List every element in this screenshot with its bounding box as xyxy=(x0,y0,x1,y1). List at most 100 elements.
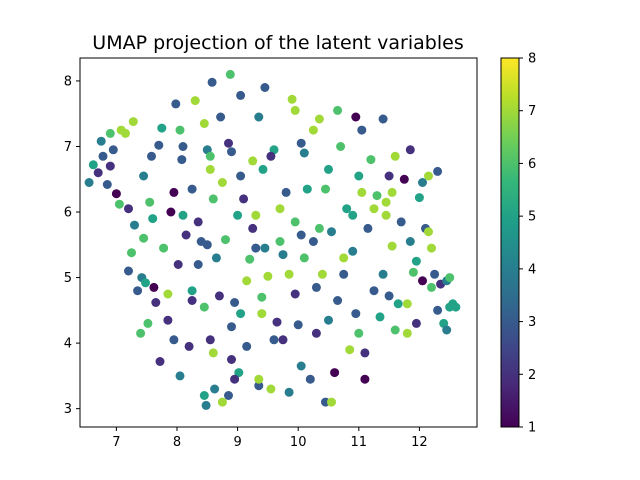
scatter-point xyxy=(242,276,252,286)
scatter-point xyxy=(254,112,264,122)
y-tick-label: 6 xyxy=(64,206,72,221)
chart-title: UMAP projection of the latent variables xyxy=(92,32,463,54)
scatter-point xyxy=(111,189,121,199)
scatter-point xyxy=(378,114,388,124)
scatter-point xyxy=(427,243,436,253)
scatter-point xyxy=(399,174,409,184)
scatter-point xyxy=(369,286,379,296)
plot-area: 7 8 9 10 11 12 3 4 5 6 7 8 xyxy=(64,57,478,450)
scatter-point xyxy=(384,291,394,301)
scatter-point xyxy=(199,119,209,128)
scatter-point xyxy=(251,210,261,220)
scatter-point xyxy=(163,315,173,325)
scatter-point xyxy=(147,151,156,161)
scatter-point xyxy=(173,260,183,269)
scatter-point xyxy=(411,256,421,266)
scatter-point xyxy=(411,318,421,328)
scatter-point xyxy=(405,145,415,155)
scatter-point xyxy=(384,171,394,181)
scatter-point xyxy=(418,276,427,286)
scatter-point xyxy=(199,302,209,312)
scatter-point xyxy=(278,250,288,260)
scatter-point xyxy=(178,210,188,220)
scatter-point xyxy=(211,253,221,263)
scatter-point xyxy=(187,184,197,194)
scatter-point xyxy=(163,289,173,299)
x-tick-label: 12 xyxy=(411,435,428,450)
scatter-point xyxy=(418,178,427,187)
scatter-point xyxy=(314,223,324,233)
scatter-point xyxy=(148,214,158,224)
scatter-point xyxy=(263,271,273,281)
scatter-point xyxy=(442,325,452,335)
scatter-point xyxy=(236,171,246,181)
scatter-point xyxy=(269,335,279,345)
scatter-point xyxy=(105,161,115,171)
scatter-point xyxy=(260,243,270,253)
scatter-point xyxy=(308,125,318,135)
scatter-point xyxy=(290,105,300,115)
scatter-point xyxy=(351,309,361,319)
scatter-point xyxy=(201,400,211,410)
scatter-point xyxy=(348,210,358,220)
scatter-point xyxy=(324,164,333,174)
x-tick-label: 8 xyxy=(173,435,181,450)
scatter-point xyxy=(345,345,355,355)
scatter-point xyxy=(236,90,246,100)
scatter-point xyxy=(102,180,112,189)
scatter-point xyxy=(393,299,403,309)
scatter-point xyxy=(169,335,179,345)
colorbar-frame xyxy=(500,57,520,428)
scatter-point xyxy=(251,243,261,253)
scatter-point xyxy=(360,348,370,358)
scatter-point xyxy=(378,269,388,279)
scatter-point xyxy=(287,94,297,104)
y-axis: 3 4 5 6 7 8 xyxy=(64,74,80,417)
scatter-point xyxy=(210,384,220,394)
colorbar-tick-label: 7 xyxy=(528,104,536,119)
scatter-point xyxy=(178,142,188,151)
scatter-point xyxy=(354,328,364,338)
scatter-point xyxy=(193,217,203,227)
axes-frame xyxy=(79,57,478,428)
x-tick-label: 10 xyxy=(290,435,307,450)
scatter-point xyxy=(214,291,224,301)
scatter-point xyxy=(321,184,330,194)
scatter-point xyxy=(157,123,167,133)
scatter-point xyxy=(159,243,169,253)
colorbar-tick-label: 3 xyxy=(528,315,536,330)
colorbar-gradient xyxy=(501,58,519,427)
scatter-point xyxy=(433,305,443,315)
scatter-point xyxy=(336,142,346,151)
colorbar-tick-label: 5 xyxy=(528,210,536,225)
scatter-point xyxy=(124,266,133,276)
scatter-point xyxy=(254,374,264,384)
scatter-point xyxy=(257,292,267,302)
scatter-point xyxy=(272,317,282,327)
scatter-point xyxy=(254,381,264,391)
scatter-point xyxy=(402,328,412,338)
scatter-point xyxy=(327,227,336,237)
colorbar-tick-label: 6 xyxy=(528,157,536,172)
scatter-point xyxy=(217,178,227,187)
scatter-point xyxy=(190,96,200,106)
scatter-point xyxy=(405,237,415,246)
scatter-point xyxy=(390,325,400,335)
scatter-point xyxy=(202,240,212,250)
scatter-point xyxy=(199,391,209,400)
colorbar: 1 2 3 4 5 6 7 8 xyxy=(500,52,536,436)
scatter-point xyxy=(314,114,324,124)
scatter-point xyxy=(121,128,130,138)
scatter-point xyxy=(133,286,143,296)
scatter-point xyxy=(357,187,367,197)
scatter-point xyxy=(324,315,333,325)
scatter-point xyxy=(139,171,149,181)
scatter-point xyxy=(248,223,258,233)
scatter-point xyxy=(155,357,165,366)
scatter-point xyxy=(151,298,161,307)
scatter-point xyxy=(278,335,288,345)
scatter-point xyxy=(208,348,218,358)
scatter-point xyxy=(387,187,397,197)
scatter-point xyxy=(296,138,306,148)
scatter-point xyxy=(248,156,258,166)
